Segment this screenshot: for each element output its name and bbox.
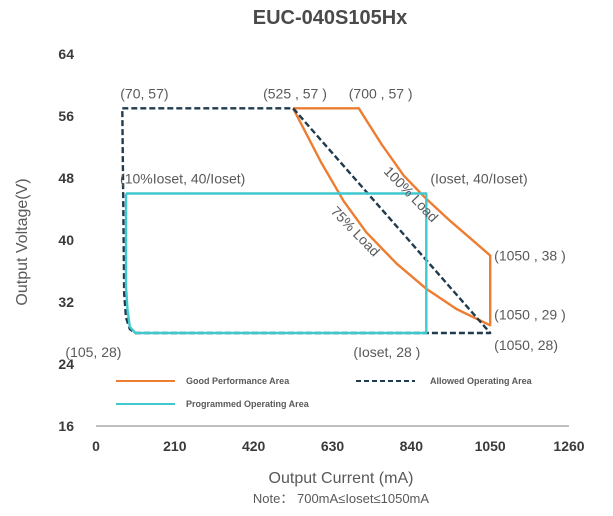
- x-tick-labels: 0 210 420 630 840 1050 1260: [92, 438, 585, 454]
- annotation-label: (1050 , 38 ): [494, 248, 566, 264]
- y-tick-label: 32: [58, 294, 74, 310]
- series-line-allowed-operating: [121, 107, 492, 335]
- y-tick-label: 16: [58, 418, 74, 434]
- x-tick-label: 840: [400, 438, 424, 454]
- note: Note： 700mA≤Ioset≤1050mA: [253, 491, 429, 506]
- y-tick-labels: 16 24 32 40 48 56 64: [58, 46, 74, 434]
- series-group: [121, 107, 492, 335]
- annotation-label: (105, 28): [65, 344, 121, 360]
- x-tick-label: 630: [321, 438, 345, 454]
- annotations: (70, 57) (525 , 57 ) (700 , 57 ) (10%Ioset,…: [65, 85, 565, 360]
- annotation-label: (Ioset, 40/Ioset): [430, 171, 527, 187]
- chart-title: EUC-040S105Hx: [253, 7, 408, 29]
- series-line-programmed-operating: [124, 192, 428, 335]
- y-axis-title: Output Voltage(V): [14, 178, 31, 305]
- annotation-label: (525 , 57 ): [263, 85, 327, 101]
- annotation-label: (700 , 57 ): [349, 85, 413, 101]
- y-tick-label: 64: [58, 46, 74, 62]
- x-tick-label: 420: [242, 438, 266, 454]
- annotation-label: (1050 , 29 ): [494, 306, 566, 322]
- annotation-label: (70, 57): [120, 85, 168, 101]
- y-tick-label: 48: [58, 170, 74, 186]
- x-axis-title: Output Current (mA): [269, 470, 414, 487]
- y-tick-label: 24: [58, 356, 74, 372]
- annotation-label: (10%Ioset, 40/Ioset): [120, 171, 245, 187]
- y-tick-label: 56: [58, 108, 74, 124]
- legend-label-good: Good Performance Area: [186, 376, 290, 386]
- legend-label-programmed: Programmed Operating Area: [186, 399, 310, 409]
- x-tick-label: 210: [163, 438, 187, 454]
- legend: Good Performance Area Allowed Operating …: [116, 376, 533, 409]
- x-tick-label: 1260: [553, 438, 584, 454]
- x-tick-label: 1050: [475, 438, 506, 454]
- x-tick-label: 0: [92, 438, 100, 454]
- y-tick-label: 40: [58, 232, 74, 248]
- annotation-label: (Ioset, 28 ): [353, 344, 420, 360]
- annotation-label: (1050, 28): [494, 337, 558, 353]
- curve-label-75: 75% Load: [328, 203, 383, 259]
- legend-label-allowed: Allowed Operating Area: [430, 376, 533, 386]
- series-line-good-performance: [292, 107, 492, 327]
